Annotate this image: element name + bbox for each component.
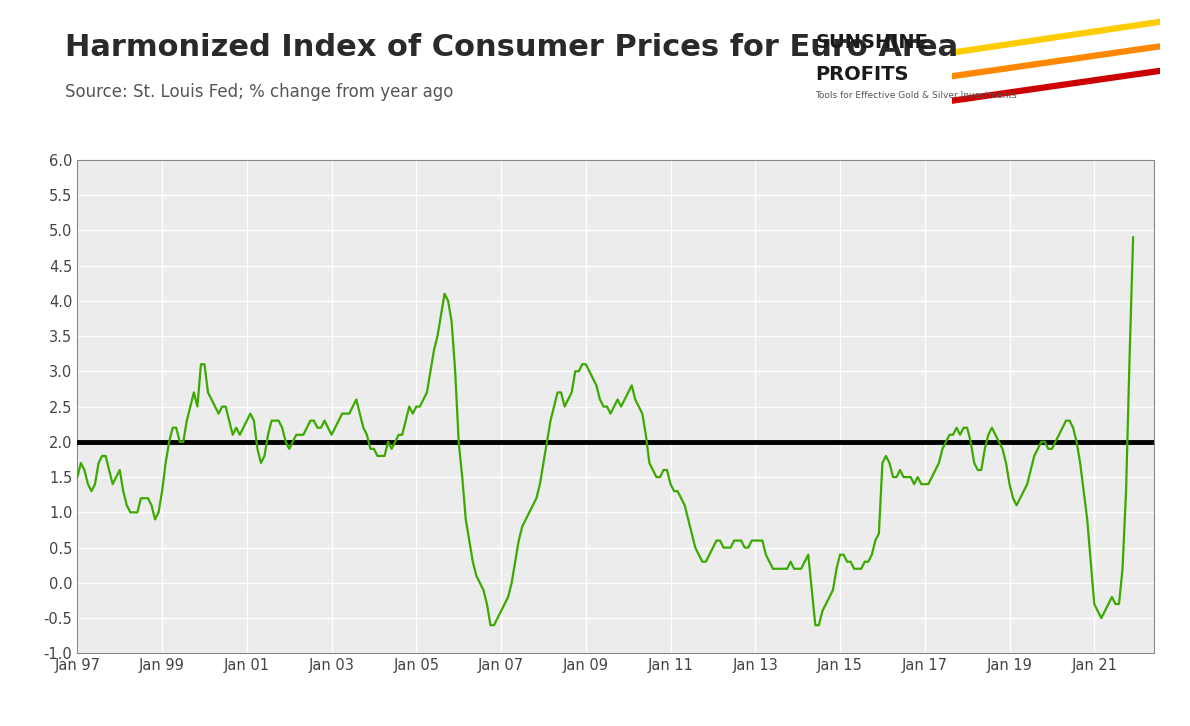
Text: SUNSHINE: SUNSHINE bbox=[815, 33, 928, 52]
Text: Source: St. Louis Fed; % change from year ago: Source: St. Louis Fed; % change from yea… bbox=[65, 83, 453, 102]
Text: Tools for Effective Gold & Silver Investments: Tools for Effective Gold & Silver Invest… bbox=[815, 91, 1016, 99]
Text: Harmonized Index of Consumer Prices for Euro Area: Harmonized Index of Consumer Prices for … bbox=[65, 33, 959, 62]
Text: PROFITS: PROFITS bbox=[815, 65, 909, 84]
